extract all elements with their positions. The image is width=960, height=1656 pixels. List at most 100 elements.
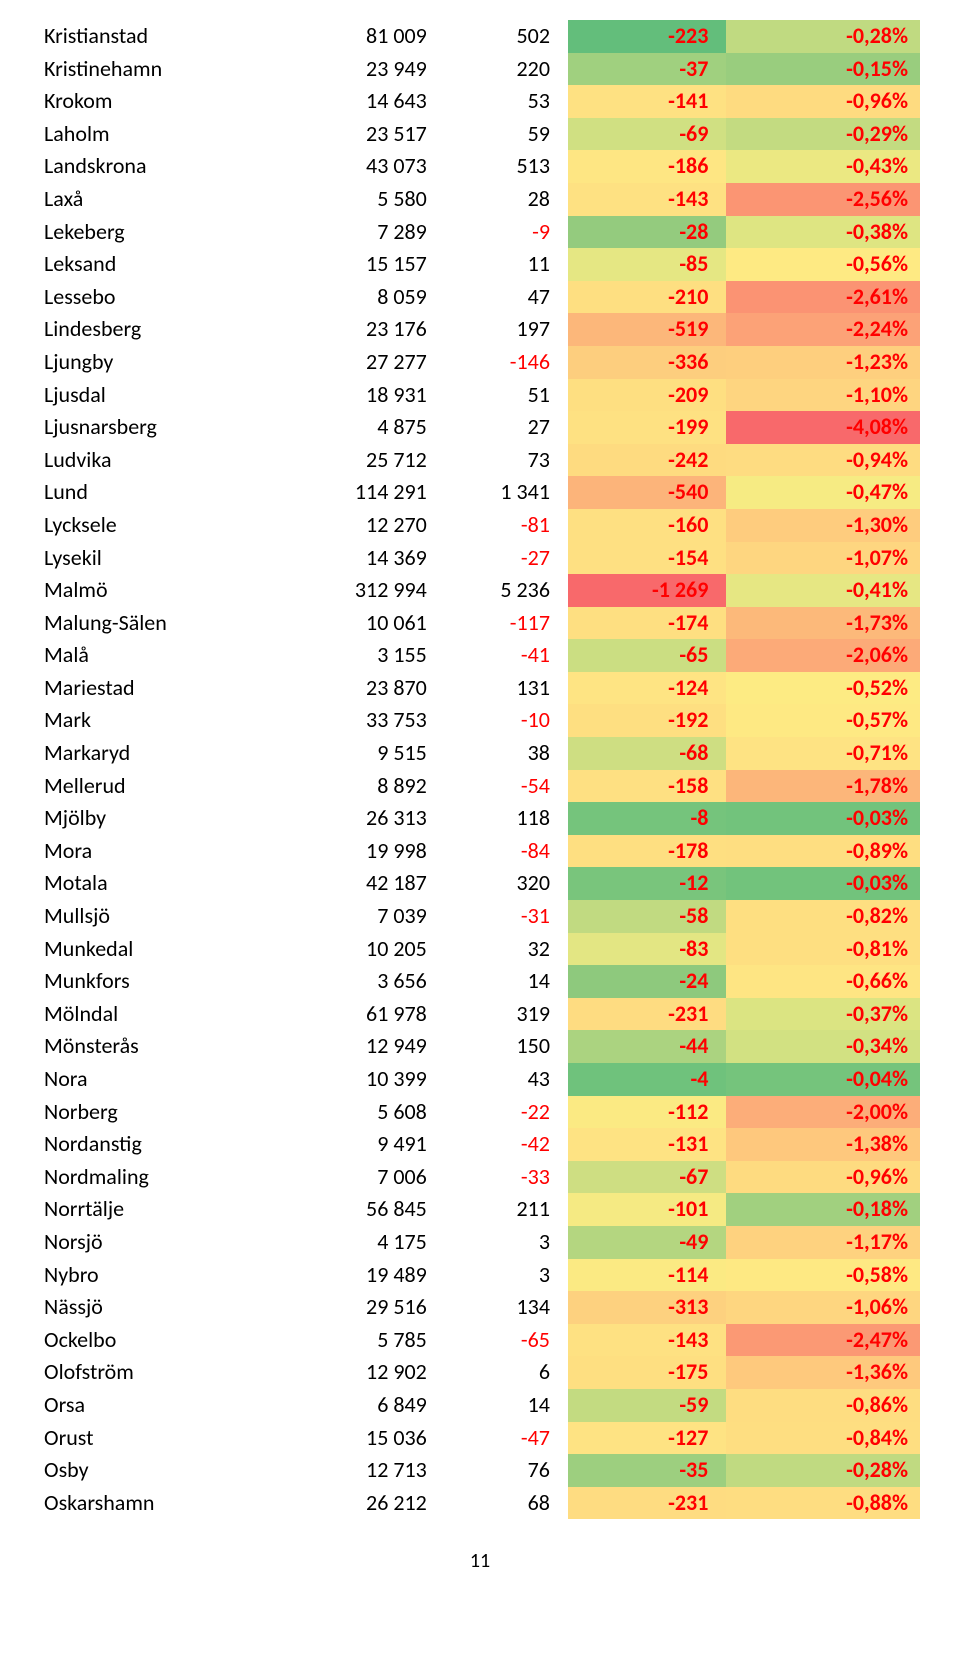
value-col4: -175 (568, 1356, 726, 1389)
table-body: Kristianstad81 009502-223-0,28%Kristineh… (40, 20, 920, 1519)
table-row: Norsjö4 1753-49-1,17% (40, 1226, 920, 1259)
municipality-name: Kristianstad (40, 20, 286, 53)
value-pct: -0,34% (726, 1030, 920, 1063)
value-col4: -12 (568, 867, 726, 900)
value-col2: 312 994 (286, 574, 444, 607)
value-pct: -2,47% (726, 1324, 920, 1357)
value-col3: -47 (445, 1422, 568, 1455)
value-pct: -0,37% (726, 998, 920, 1031)
municipality-name: Ljungby (40, 346, 286, 379)
value-col3: 43 (445, 1063, 568, 1096)
value-col3: 220 (445, 53, 568, 86)
value-pct: -0,41% (726, 574, 920, 607)
municipality-name: Munkfors (40, 965, 286, 998)
value-col2: 23 517 (286, 118, 444, 151)
value-col2: 14 369 (286, 542, 444, 575)
value-col4: -231 (568, 1487, 726, 1520)
municipality-name: Nordmaling (40, 1161, 286, 1194)
value-col3: -84 (445, 835, 568, 868)
value-col3: 502 (445, 20, 568, 53)
value-pct: -0,15% (726, 53, 920, 86)
value-col2: 15 036 (286, 1422, 444, 1455)
municipality-name: Mark (40, 704, 286, 737)
value-col4: -143 (568, 1324, 726, 1357)
value-col3: 319 (445, 998, 568, 1031)
value-col3: 14 (445, 965, 568, 998)
table-row: Markaryd9 51538-68-0,71% (40, 737, 920, 770)
value-col3: 47 (445, 281, 568, 314)
value-col4: -65 (568, 639, 726, 672)
value-col4: -192 (568, 704, 726, 737)
value-col2: 3 656 (286, 965, 444, 998)
value-col4: -69 (568, 118, 726, 151)
table-row: Lekeberg7 289-9-28-0,38% (40, 216, 920, 249)
value-pct: -0,81% (726, 933, 920, 966)
value-col4: -1 269 (568, 574, 726, 607)
value-col4: -124 (568, 672, 726, 705)
data-table: Kristianstad81 009502-223-0,28%Kristineh… (40, 20, 920, 1519)
table-row: Malå3 155-41-65-2,06% (40, 639, 920, 672)
table-row: Lessebo8 05947-210-2,61% (40, 281, 920, 314)
table-row: Oskarshamn26 21268-231-0,88% (40, 1487, 920, 1520)
value-col3: -41 (445, 639, 568, 672)
municipality-name: Landskrona (40, 150, 286, 183)
value-pct: -0,04% (726, 1063, 920, 1096)
value-col2: 10 205 (286, 933, 444, 966)
value-col3: 27 (445, 411, 568, 444)
value-col3: 14 (445, 1389, 568, 1422)
municipality-name: Ockelbo (40, 1324, 286, 1357)
value-col3: -117 (445, 607, 568, 640)
value-col2: 4 175 (286, 1226, 444, 1259)
table-row: Mellerud8 892-54-158-1,78% (40, 770, 920, 803)
table-row: Motala42 187320-12-0,03% (40, 867, 920, 900)
value-col2: 5 580 (286, 183, 444, 216)
municipality-name: Mjölby (40, 802, 286, 835)
table-row: Mönsterås12 949150-44-0,34% (40, 1030, 920, 1063)
value-col4: -160 (568, 509, 726, 542)
value-col3: 11 (445, 248, 568, 281)
value-col2: 43 073 (286, 150, 444, 183)
value-pct: -0,28% (726, 1454, 920, 1487)
table-row: Mora19 998-84-178-0,89% (40, 835, 920, 868)
value-pct: -2,56% (726, 183, 920, 216)
value-col4: -143 (568, 183, 726, 216)
municipality-name: Laxå (40, 183, 286, 216)
value-col3: 53 (445, 85, 568, 118)
table-row: Mark33 753-10-192-0,57% (40, 704, 920, 737)
value-col3: 68 (445, 1487, 568, 1520)
value-pct: -0,57% (726, 704, 920, 737)
value-pct: -0,28% (726, 20, 920, 53)
value-pct: -0,03% (726, 802, 920, 835)
municipality-name: Norrtälje (40, 1193, 286, 1226)
table-row: Ludvika25 71273-242-0,94% (40, 444, 920, 477)
table-row: Landskrona43 073513-186-0,43% (40, 150, 920, 183)
value-col4: -49 (568, 1226, 726, 1259)
value-pct: -1,30% (726, 509, 920, 542)
table-row: Nybro19 4893-114-0,58% (40, 1259, 920, 1292)
value-col3: 197 (445, 313, 568, 346)
municipality-name: Norberg (40, 1096, 286, 1129)
value-pct: -0,88% (726, 1487, 920, 1520)
value-col3: 513 (445, 150, 568, 183)
value-pct: -0,29% (726, 118, 920, 151)
municipality-name: Motala (40, 867, 286, 900)
value-col3: -31 (445, 900, 568, 933)
value-pct: -1,73% (726, 607, 920, 640)
value-col3: 73 (445, 444, 568, 477)
value-col3: -81 (445, 509, 568, 542)
value-pct: -1,10% (726, 379, 920, 412)
table-row: Lindesberg23 176197-519-2,24% (40, 313, 920, 346)
value-col3: 131 (445, 672, 568, 705)
value-col2: 8 059 (286, 281, 444, 314)
table-row: Ljungby27 277-146-336-1,23% (40, 346, 920, 379)
value-col4: -174 (568, 607, 726, 640)
value-pct: -0,86% (726, 1389, 920, 1422)
municipality-name: Mönsterås (40, 1030, 286, 1063)
value-pct: -2,06% (726, 639, 920, 672)
value-pct: -2,61% (726, 281, 920, 314)
value-col3: 3 (445, 1226, 568, 1259)
table-row: Krokom14 64353-141-0,96% (40, 85, 920, 118)
table-row: Ockelbo5 785-65-143-2,47% (40, 1324, 920, 1357)
value-col3: -54 (445, 770, 568, 803)
value-col3: 150 (445, 1030, 568, 1063)
